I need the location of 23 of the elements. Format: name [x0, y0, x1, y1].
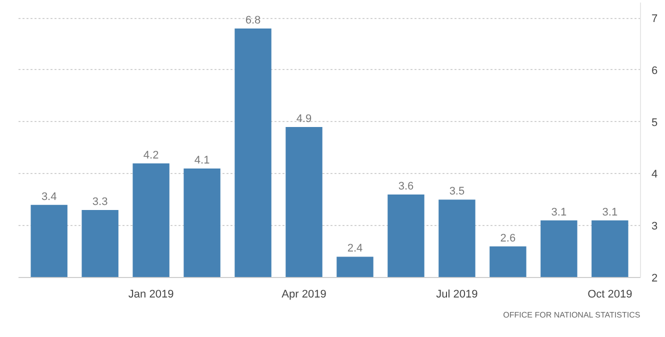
text: OFFICE FOR NATIONAL STATISTICS — [503, 310, 640, 320]
data-label: 3.4 — [41, 190, 57, 203]
data-label: 6.8 — [245, 14, 261, 26]
data-label: 3.6 — [398, 180, 414, 192]
data-label: 3.1 — [602, 206, 618, 218]
data-label: 2.4 — [347, 242, 363, 255]
x-tick-label: Oct 2019 — [588, 288, 632, 300]
y-tick-label: 3 — [652, 220, 658, 233]
data-label: 4.9 — [296, 113, 312, 126]
x-tick-label: Jul 2019 — [436, 288, 478, 300]
data-label: 3.3 — [92, 196, 108, 208]
y-tick-label: 4 — [652, 168, 658, 181]
data-label: 3.1 — [551, 206, 567, 218]
data-label: 4.1 — [194, 154, 210, 167]
y-tick-label: 6 — [652, 64, 658, 77]
y-tick-label: 7 — [652, 13, 658, 26]
x-tick-label: Jan 2019 — [128, 288, 174, 300]
data-label: 3.5 — [449, 186, 465, 198]
x-tick-label: Apr 2019 — [282, 288, 326, 300]
data-label: 4.2 — [143, 149, 159, 162]
data-label: 2.6 — [500, 232, 516, 244]
y-tick-label: 2 — [652, 272, 658, 284]
y-tick-label: 5 — [652, 116, 658, 129]
